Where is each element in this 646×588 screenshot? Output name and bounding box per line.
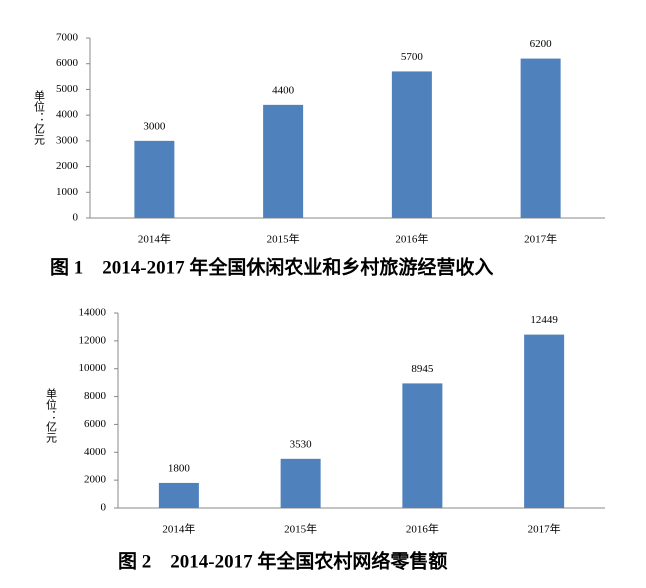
x-tick-label: 2016年	[395, 232, 428, 246]
y-tick-label: 10000	[79, 362, 107, 374]
y-tick-label: 0	[73, 212, 79, 224]
bar	[263, 104, 304, 218]
data-label: 3530	[290, 438, 313, 450]
y-tick-label: 5000	[56, 83, 79, 95]
chart-title: 图 2 2014-2017 年全国农村网络零售额	[118, 549, 447, 572]
y-tick-label: 6000	[56, 57, 79, 69]
y-tick-label: 6000	[84, 418, 107, 430]
data-label: 3000	[143, 120, 166, 132]
bar	[134, 140, 175, 218]
y-tick-label: 2000	[84, 474, 107, 486]
x-tick-label: 2014年	[138, 232, 171, 246]
y-tick-label: 0	[101, 502, 107, 514]
y-tick-label: 4000	[84, 446, 107, 458]
data-label: 4400	[272, 84, 295, 96]
x-tick-label: 2017年	[528, 522, 561, 536]
y-tick-label: 12000	[79, 334, 107, 346]
x-tick-label: 2014年	[162, 522, 195, 536]
data-label: 6200	[530, 38, 553, 50]
y-tick-label: 7000	[56, 32, 79, 44]
y-tick-label: 14000	[79, 307, 107, 319]
data-label: 1800	[168, 462, 191, 474]
x-tick-label: 2015年	[267, 232, 300, 246]
bar	[280, 458, 321, 508]
y-axis-label: 单位：亿元	[44, 388, 57, 443]
y-tick-label: 8000	[84, 390, 107, 402]
data-label: 12449	[530, 314, 558, 326]
x-tick-label: 2017年	[524, 232, 557, 246]
bar	[520, 58, 561, 219]
data-label: 8945	[411, 363, 434, 375]
bar	[158, 482, 199, 508]
y-tick-label: 3000	[56, 134, 79, 146]
y-axis-label: 单位：亿元	[32, 90, 45, 145]
data-label: 5700	[401, 51, 424, 63]
bar	[391, 71, 432, 218]
x-tick-label: 2016年	[406, 522, 439, 536]
bar	[524, 334, 565, 508]
y-tick-label: 1000	[56, 186, 79, 198]
y-tick-label: 4000	[56, 109, 79, 121]
chart-title: 图 1 2014-2017 年全国休闲农业和乡村旅游经营收入	[50, 255, 493, 278]
x-tick-label: 2015年	[284, 522, 317, 536]
y-tick-label: 2000	[56, 160, 79, 172]
bar	[402, 383, 443, 508]
